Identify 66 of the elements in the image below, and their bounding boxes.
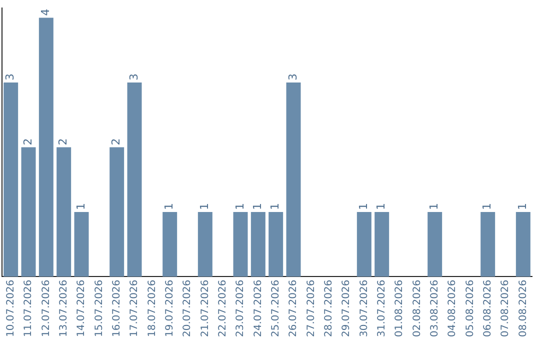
- x-tick-label: 30.07.2026: [358, 280, 370, 338]
- x-tick-label: 14.07.2026: [76, 280, 88, 338]
- x-tick-label: 21.07.2026: [200, 280, 211, 338]
- data-label: 3: [127, 73, 140, 80]
- x-tick-label: 04.08.2026: [447, 280, 458, 338]
- x-tick-label: 27.07.2026: [306, 280, 317, 338]
- bar: [356, 212, 372, 277]
- x-tick-label: 19.07.2026: [164, 280, 176, 338]
- x-tick-label: 26.07.2026: [288, 280, 300, 338]
- x-tick-label: 24.07.2026: [252, 280, 264, 338]
- x-tick-label: 10.07.2026: [5, 280, 16, 338]
- x-tick-label: 16.07.2026: [111, 280, 122, 338]
- bar: [56, 147, 72, 277]
- x-tick-label: 07.08.2026: [500, 280, 512, 338]
- bar: [162, 212, 178, 277]
- x-tick-label: 13.07.2026: [58, 280, 70, 338]
- data-label: 1: [516, 202, 530, 210]
- x-tick-label: 06.08.2026: [482, 280, 494, 338]
- bar: [110, 147, 124, 277]
- data-label: 2: [56, 138, 70, 146]
- x-tick-label: 01.08.2026: [394, 280, 406, 338]
- bar: [38, 18, 54, 277]
- data-label: 1: [480, 202, 494, 210]
- x-tick-label: 05.08.2026: [464, 280, 476, 338]
- data-label: 2: [21, 138, 34, 146]
- bar: [374, 212, 390, 277]
- bar: [516, 212, 530, 277]
- bar: [428, 212, 442, 277]
- x-tick-label: 03.08.2026: [429, 280, 440, 338]
- x-tick-label: 11.07.2026: [23, 280, 34, 338]
- x-tick-label: 29.07.2026: [341, 280, 352, 338]
- x-tick-label: 28.07.2026: [323, 280, 334, 338]
- x-tick-label: 20.07.2026: [182, 280, 194, 338]
- x-tick-label: 08.08.2026: [518, 280, 529, 338]
- data-label: 1: [233, 202, 246, 210]
- data-label: 2: [110, 138, 123, 146]
- x-tick-label: 22.07.2026: [217, 280, 228, 338]
- bar: [233, 212, 248, 277]
- data-label: 1: [251, 202, 264, 210]
- x-tick-label: 02.08.2026: [412, 280, 423, 338]
- x-tick-label: 23.07.2026: [235, 280, 246, 338]
- data-label: 1: [357, 202, 370, 210]
- x-tick-label: 31.07.2026: [376, 280, 388, 338]
- x-tick-label: 17.07.2026: [129, 280, 140, 338]
- data-label: 4: [39, 8, 52, 16]
- x-tick-label: 15.07.2026: [94, 280, 105, 338]
- x-tick-label: 18.07.2026: [146, 280, 158, 338]
- bar: [286, 82, 301, 277]
- data-label: 3: [4, 73, 17, 80]
- bar: [21, 147, 36, 277]
- data-label: 3: [286, 73, 300, 80]
- bar: [250, 212, 266, 277]
- data-label: 1: [374, 202, 388, 210]
- x-tick-label: 25.07.2026: [270, 280, 282, 338]
- x-tick-label: 12.07.2026: [40, 280, 52, 338]
- data-label: 1: [74, 202, 88, 210]
- bar: [4, 82, 18, 277]
- data-label: 1: [198, 202, 212, 210]
- data-label: 1: [268, 202, 282, 210]
- data-label: 1: [428, 202, 441, 210]
- bar: [198, 212, 212, 277]
- bar: [74, 212, 89, 277]
- data-label: 1: [162, 202, 176, 210]
- bar: [480, 212, 496, 277]
- bar: [127, 82, 142, 277]
- bar: [268, 212, 284, 277]
